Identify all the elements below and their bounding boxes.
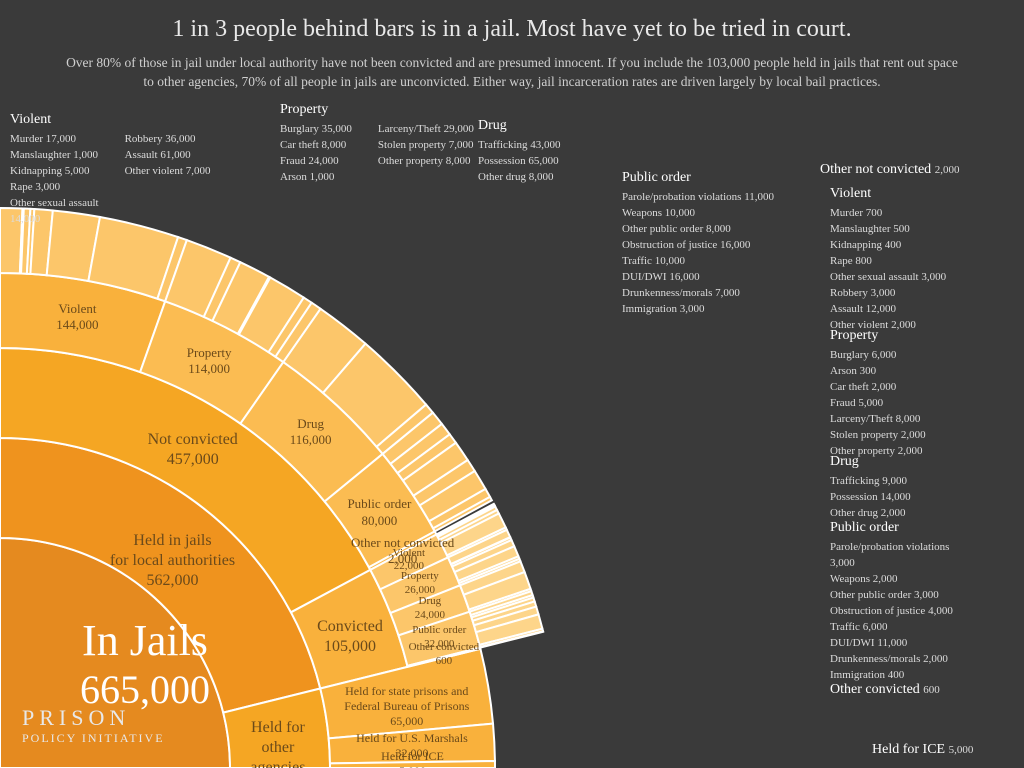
segment-label: Drug116,000 bbox=[241, 416, 381, 449]
segment-label: Other convicted600 bbox=[374, 641, 514, 669]
callout-item: Rape 800 bbox=[830, 254, 946, 270]
callout-item: Possession 14,000 bbox=[830, 490, 911, 506]
callout-header: Drug bbox=[478, 116, 561, 136]
logo-line2: POLICY INITIATIVE bbox=[22, 731, 165, 746]
callout-item: Parole/probation violations 11,000 bbox=[622, 190, 774, 206]
callout-item: Drunkenness/morals 7,000 bbox=[622, 286, 774, 302]
callout-header: Held for ICE 5,000 bbox=[872, 742, 973, 757]
callout-item: Other violent 7,000 bbox=[125, 164, 211, 180]
callout-c-violent: Violent Murder 700Manslaughter 500Kidnap… bbox=[830, 184, 946, 334]
callout-item: Larceny/Theft 29,000 bbox=[378, 122, 474, 138]
callout-item: Possession 65,000 bbox=[478, 154, 561, 170]
sunburst-chart: In Jails 665,000 Held in jailsfor local … bbox=[0, 160, 730, 768]
callout-c-public: Public order Parole/probation violations… bbox=[830, 518, 953, 684]
callout-item: Fraud 5,000 bbox=[830, 396, 926, 412]
logo: PRISON POLICY INITIATIVE bbox=[22, 705, 165, 746]
callout-header: Drug bbox=[830, 452, 911, 472]
callout-item: DUI/DWI 11,000 bbox=[830, 636, 953, 652]
callout-header: Public order bbox=[830, 518, 953, 538]
segment-label: Held for ICE5,000 bbox=[342, 749, 482, 768]
callout-item: 3,000 bbox=[830, 556, 953, 572]
callout-item: Car theft 2,000 bbox=[830, 380, 926, 396]
logo-line1: PRISON bbox=[22, 705, 165, 731]
callout-item: Weapons 2,000 bbox=[830, 572, 953, 588]
center-label: In Jails 665,000 bbox=[80, 615, 210, 713]
callout-ice: Held for ICE 5,000 bbox=[872, 740, 973, 760]
callout-item: Robbery 36,000 bbox=[125, 132, 211, 148]
callout-item: Stolen property 2,000 bbox=[830, 428, 926, 444]
callout-item: Car theft 8,000 bbox=[280, 138, 352, 154]
callout-item: Other drug 8,000 bbox=[478, 170, 561, 186]
callout-item: 14,000 bbox=[10, 212, 99, 228]
segment-label: Held in jailsfor local authorities562,00… bbox=[103, 531, 243, 591]
callout-c-drug: Drug Trafficking 9,000Possession 14,000O… bbox=[830, 452, 911, 522]
callout-item: Trafficking 43,000 bbox=[478, 138, 561, 154]
callout-item: Parole/probation violations bbox=[830, 540, 953, 556]
callout-item: Arson 300 bbox=[830, 364, 926, 380]
callout-item: Assault 61,000 bbox=[125, 148, 211, 164]
segment-label: Property26,000 bbox=[350, 570, 490, 598]
callout-item: Arson 1,000 bbox=[280, 170, 352, 186]
callout-item: Other public order 3,000 bbox=[830, 588, 953, 604]
page-subtitle: Over 80% of those in jail under local au… bbox=[60, 54, 964, 92]
page-title: 1 in 3 people behind bars is in a jail. … bbox=[0, 16, 1024, 43]
callout-item: Murder 17,000 bbox=[10, 132, 99, 148]
callout-header: Violent bbox=[830, 184, 946, 204]
callout-header: Other not convicted 2,000 bbox=[820, 162, 959, 177]
callout-nc-other: Other not convicted 2,000 bbox=[820, 160, 959, 180]
callout-nc-property: Property Burglary 35,000Car theft 8,000F… bbox=[280, 100, 474, 186]
segment-label: Drug24,000 bbox=[360, 595, 500, 623]
callout-item: Larceny/Theft 8,000 bbox=[830, 412, 926, 428]
callout-item: Traffic 6,000 bbox=[830, 620, 953, 636]
callout-c-other: Other convicted 600 bbox=[830, 680, 940, 700]
segment-label: Held forotheragencies103,000 bbox=[208, 718, 348, 768]
callout-item: Trafficking 9,000 bbox=[830, 474, 911, 490]
callout-item: Murder 700 bbox=[830, 206, 946, 222]
segment-label: Property114,000 bbox=[139, 345, 279, 378]
callout-item: Traffic 10,000 bbox=[622, 254, 774, 270]
segment-label: Held for state prisons andFederal Bureau… bbox=[337, 684, 477, 729]
callout-item: Manslaughter 500 bbox=[830, 222, 946, 238]
callout-nc-drug: Drug Trafficking 43,000Possession 65,000… bbox=[478, 116, 561, 186]
page-root: 1 in 3 people behind bars is in a jail. … bbox=[0, 0, 1024, 768]
callout-item: Burglary 35,000 bbox=[280, 122, 352, 138]
callout-item: Robbery 3,000 bbox=[830, 286, 946, 302]
callout-item: Kidnapping 400 bbox=[830, 238, 946, 254]
callout-item: Stolen property 7,000 bbox=[378, 138, 474, 154]
callout-header: Property bbox=[830, 326, 926, 346]
callout-item: DUI/DWI 16,000 bbox=[622, 270, 774, 286]
callout-item: Assault 12,000 bbox=[830, 302, 946, 318]
callout-item: Rape 3,000 bbox=[10, 180, 99, 196]
callout-item: Obstruction of justice 4,000 bbox=[830, 604, 953, 620]
callout-item: Burglary 6,000 bbox=[830, 348, 926, 364]
callout-item: Other property 8,000 bbox=[378, 154, 474, 170]
callout-header: Property bbox=[280, 100, 474, 120]
center-label-text: In Jails bbox=[80, 615, 210, 666]
callout-c-property: Property Burglary 6,000Arson 300Car thef… bbox=[830, 326, 926, 460]
segment-label: Violent144,000 bbox=[7, 301, 147, 334]
callout-nc-violent: Violent Murder 17,000Manslaughter 1,000K… bbox=[10, 110, 210, 228]
callout-item: Manslaughter 1,000 bbox=[10, 148, 99, 164]
callout-item: Other sexual assault 3,000 bbox=[830, 270, 946, 286]
callout-header: Other convicted 600 bbox=[830, 682, 940, 697]
callout-item: Obstruction of justice 16,000 bbox=[622, 238, 774, 254]
callout-item: Other public order 8,000 bbox=[622, 222, 774, 238]
segment-label: Public order80,000 bbox=[309, 496, 449, 529]
callout-item: Weapons 10,000 bbox=[622, 206, 774, 222]
callout-item: Kidnapping 5,000 bbox=[10, 164, 99, 180]
callout-item: Other sexual assault bbox=[10, 196, 99, 212]
callout-nc-public: Public order Parole/probation violations… bbox=[622, 168, 774, 318]
callout-header: Violent bbox=[10, 110, 210, 130]
callout-item: Drunkenness/morals 2,000 bbox=[830, 652, 953, 668]
callout-item: Fraud 24,000 bbox=[280, 154, 352, 170]
callout-item: Immigration 3,000 bbox=[622, 302, 774, 318]
callout-header: Public order bbox=[622, 168, 774, 188]
